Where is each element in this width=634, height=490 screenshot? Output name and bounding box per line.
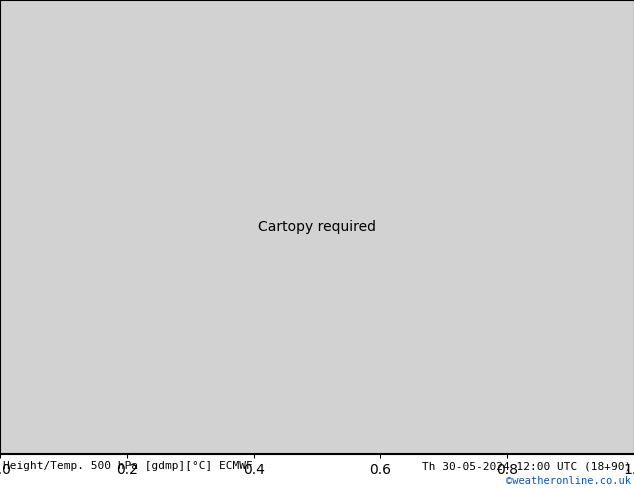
Text: Cartopy required: Cartopy required xyxy=(258,220,376,234)
Text: ©weatheronline.co.uk: ©weatheronline.co.uk xyxy=(506,476,631,486)
FancyBboxPatch shape xyxy=(0,453,634,490)
Text: Height/Temp. 500 hPa [gdmp][°C] ECMWF: Height/Temp. 500 hPa [gdmp][°C] ECMWF xyxy=(3,461,253,471)
Text: Th 30-05-2024 12:00 UTC (18+90): Th 30-05-2024 12:00 UTC (18+90) xyxy=(422,461,631,471)
